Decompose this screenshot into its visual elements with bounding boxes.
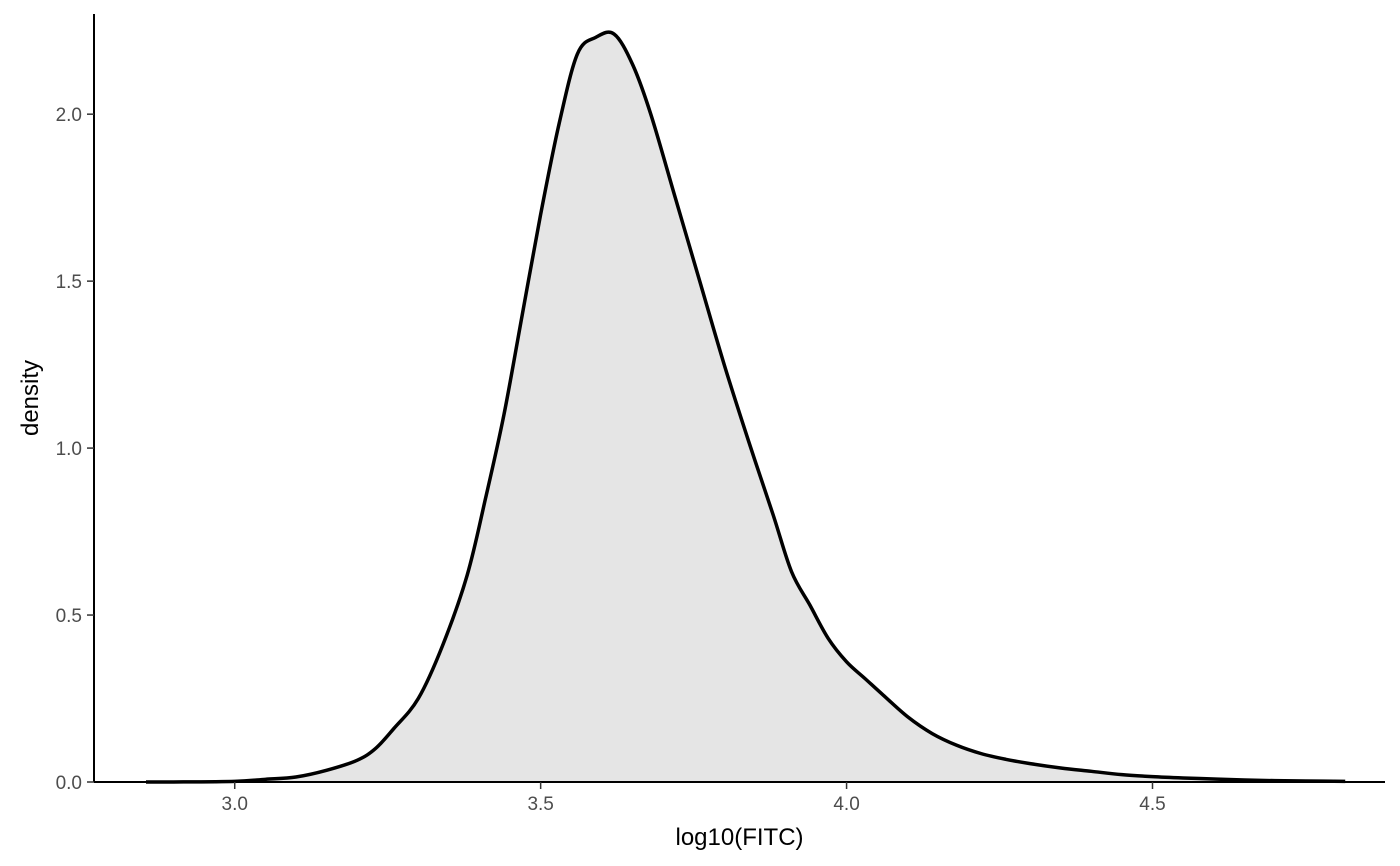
density-area-fill bbox=[146, 32, 1346, 783]
x-tick-label: 3.5 bbox=[527, 794, 553, 815]
x-tick-label: 3.0 bbox=[222, 794, 248, 815]
y-tick-label: 1.0 bbox=[56, 439, 82, 460]
y-tick-label: 0.5 bbox=[56, 606, 82, 627]
x-axis-ticks: 3.0 3.5 4.0 4.5 bbox=[222, 782, 1166, 815]
x-tick-label: 4.5 bbox=[1139, 794, 1165, 815]
y-tick-label: 1.5 bbox=[56, 272, 82, 293]
y-tick-label: 2.0 bbox=[56, 105, 82, 126]
x-tick-label: 4.0 bbox=[833, 794, 859, 815]
x-axis-title: log10(FITC) bbox=[675, 824, 803, 851]
y-tick-label: 0.0 bbox=[56, 773, 82, 794]
y-axis-ticks: 0.0 0.5 1.0 1.5 2.0 bbox=[56, 105, 94, 794]
y-axis-title: density bbox=[17, 360, 44, 436]
density-curve-line bbox=[146, 30, 1346, 784]
